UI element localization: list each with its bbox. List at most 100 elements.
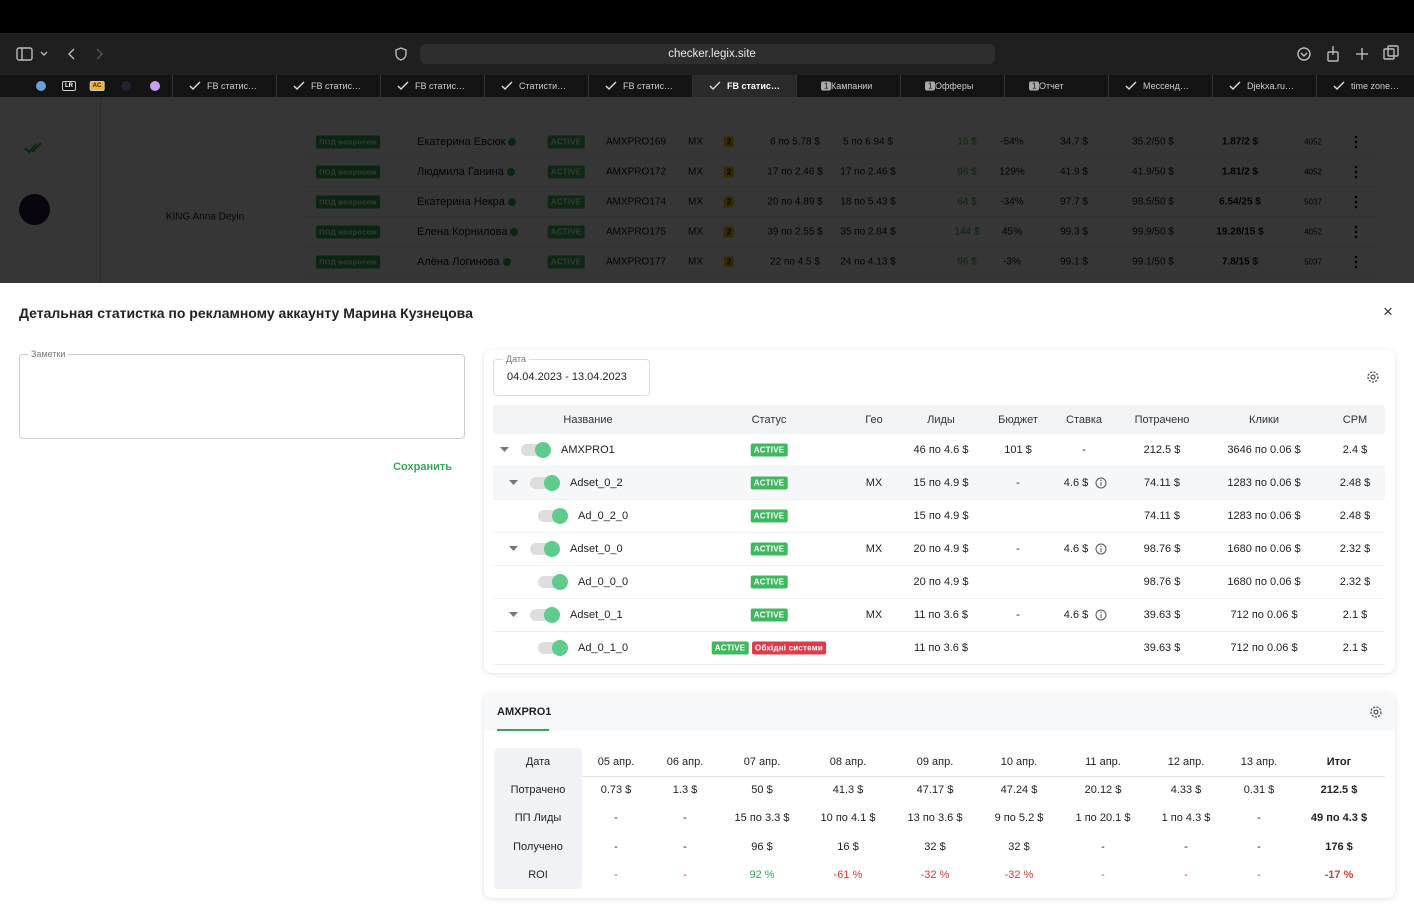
cell: 15 по 4.9 $ (913, 510, 969, 522)
status-badge: Обхідні системи (752, 641, 826, 655)
status-badge: ACTIVE (750, 542, 788, 556)
column-header: Потрачено (1134, 414, 1190, 426)
cell: 20 по 4.9 $ (913, 543, 969, 555)
date-field[interactable] (493, 359, 650, 396)
cell: 4.6 $ (1063, 543, 1089, 555)
row-line (493, 466, 1385, 467)
header-line (582, 776, 1385, 777)
tab-icon (397, 81, 409, 90)
cell: 98.76 $ (1143, 576, 1181, 588)
tab[interactable]: Мессенд… (1108, 75, 1213, 97)
expand-arrow (509, 546, 518, 551)
cell: - (1101, 840, 1105, 853)
cell: MX (865, 543, 883, 555)
tab-icon (293, 81, 305, 90)
overlay (0, 97, 1414, 283)
cell: - (614, 868, 618, 881)
cell: -32 % (1004, 868, 1034, 881)
pinned-tab: AC (89, 81, 105, 91)
toggle-knob (552, 574, 568, 590)
tab-title: Кампании (831, 81, 873, 91)
tab[interactable]: FB статис… (380, 75, 485, 97)
tab-title: FB статис… (311, 81, 361, 91)
cell: - (683, 840, 687, 853)
date-header: Дата (525, 756, 551, 768)
cell: 20 по 4.9 $ (913, 576, 969, 588)
row-name: Adset_0_2 (570, 477, 623, 489)
cell: 20.12 $ (1084, 784, 1122, 796)
row-line (493, 565, 1385, 566)
tab[interactable]: FB статис… (276, 75, 381, 97)
tab-title: Отчет (1039, 81, 1064, 91)
info-icon (1095, 609, 1107, 621)
cell: 11 по 3.6 $ (913, 609, 969, 621)
column-header: Статус (751, 414, 787, 426)
cell: 1 по 4.3 $ (1161, 812, 1211, 825)
tab[interactable]: Djekxa.ru… (1212, 75, 1317, 97)
cell: - (1184, 840, 1188, 853)
cell: 32 $ (924, 840, 946, 853)
cell: 4.33 $ (1170, 784, 1202, 796)
close-button[interactable]: × (1383, 302, 1393, 321)
column-header: Бюджет (998, 414, 1038, 426)
cell: 0.31 $ (1243, 784, 1275, 796)
tab-title: FB статис… (727, 81, 780, 91)
cell: 15 по 3.3 $ (734, 812, 790, 825)
tab[interactable]: 1 Кампании (796, 75, 901, 97)
cell: 1.3 $ (672, 784, 698, 796)
cell: - (1184, 868, 1188, 881)
row-name: Ad_0_1_0 (578, 642, 629, 654)
cell: - (614, 840, 618, 853)
tab[interactable]: 1 Отчет (1004, 75, 1109, 97)
tab[interactable]: time zone… (1316, 75, 1414, 97)
cell: -61 % (833, 868, 863, 881)
toggle-knob (552, 508, 568, 524)
browser-toolbar: checker.legix.site (0, 33, 1414, 75)
modal-title: Детальная статистка по рекламному аккаун… (19, 305, 473, 321)
cell: 74.11 $ (1144, 477, 1180, 489)
cell: - (614, 812, 618, 825)
cell: 2.32 $ (1339, 543, 1371, 555)
tab[interactable]: FB статис… (588, 75, 693, 97)
tab-title: FB статис… (415, 81, 465, 91)
cell: 712 по 0.06 $ (1230, 609, 1298, 621)
cell: 4.6 $ (1063, 477, 1089, 489)
cell: - (1257, 868, 1261, 881)
stats-card: Дата 04.04.2023 - 13.04.2023 Название Стату… (484, 350, 1395, 673)
cell: 1 по 20.1 $ (1075, 812, 1131, 825)
row-label: ROI (528, 868, 548, 881)
tab-badge: 1 (925, 81, 936, 91)
tab-title: time zone… (1351, 81, 1400, 91)
notes-label: Заметки (28, 349, 69, 359)
row-name: Adset_0_0 (570, 543, 623, 555)
tab-title: Мессенд… (1143, 81, 1189, 91)
tab-icon (1125, 81, 1137, 90)
cell: - (683, 868, 687, 881)
tab-active[interactable]: AMXPRO1 (497, 706, 552, 718)
column-header: Ставка (1066, 414, 1102, 426)
toggle-knob (544, 475, 560, 491)
toggle-knob (544, 541, 560, 557)
tab[interactable]: 1 Офферы (900, 75, 1005, 97)
notes-field[interactable] (19, 354, 465, 439)
date-header: 05 апр. (597, 756, 635, 768)
url-bar[interactable] (420, 44, 995, 64)
cell: 2.48 $ (1339, 510, 1371, 522)
tab-icon (709, 81, 721, 90)
toggle-knob (552, 640, 568, 656)
tab[interactable]: Статисти… (484, 75, 589, 97)
cell: 4.6 $ (1063, 609, 1089, 621)
cell: - (1016, 543, 1020, 555)
tab[interactable]: FB статис… (692, 75, 797, 97)
cell: 50 $ (751, 784, 773, 796)
cell: 92 % (749, 868, 775, 881)
column-header: Гео (865, 414, 883, 426)
tab-icon (189, 81, 201, 90)
save-button[interactable]: Сохранить (393, 461, 452, 473)
tab[interactable]: FB статис… (172, 75, 277, 97)
cell: 47.17 $ (916, 784, 954, 796)
cell: 16 $ (837, 840, 859, 853)
column-header: Название (563, 414, 613, 426)
cell: MX (865, 609, 883, 621)
